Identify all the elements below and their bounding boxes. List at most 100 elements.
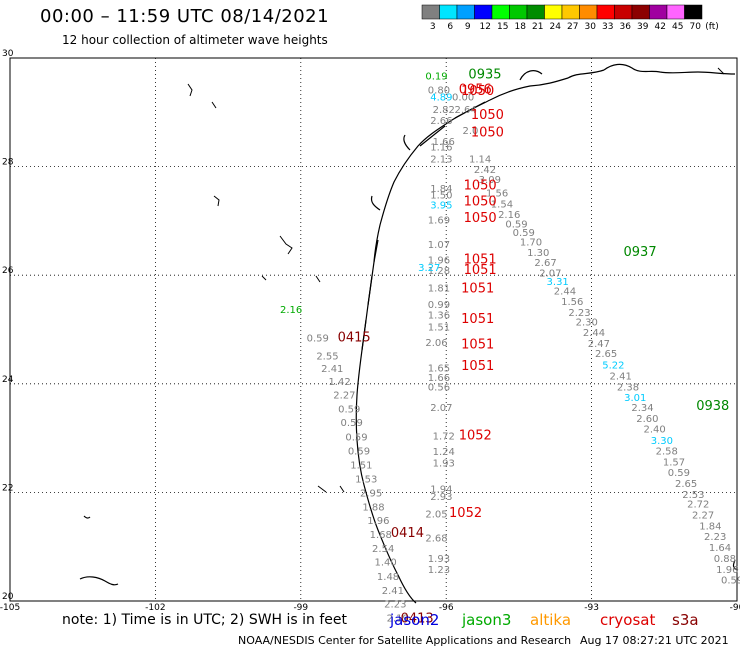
swh-value: 1.53	[355, 475, 377, 486]
satellite-jason3: jason3	[462, 611, 512, 629]
swh-value: 1.56	[486, 188, 508, 199]
swh-value: 2.0	[462, 126, 478, 137]
colorbar-tick-label: 36	[620, 22, 632, 32]
swh-value: 1.28	[428, 266, 450, 277]
swh-value: 3.09	[479, 175, 501, 186]
swh-value: 2.41	[382, 586, 404, 597]
swh-value: 2.07	[539, 268, 561, 279]
colorbar-tick-label: 3	[430, 22, 436, 32]
pass-time-label: 1052	[459, 429, 492, 444]
pass-time-label: 1050	[464, 211, 497, 226]
swh-value: 1.30	[527, 248, 549, 259]
swh-value: 0.88	[714, 554, 736, 565]
colorbar-tick-label: 27	[567, 22, 578, 32]
swh-value: 2.67	[534, 258, 556, 269]
swh-value: 1.65	[428, 363, 450, 374]
swh-value: 1.72	[433, 432, 455, 443]
swh-value: 2.30	[576, 318, 598, 329]
swh-value: 1.66	[428, 373, 450, 384]
pass-time-labels: 0935095610501050105010501050105010511051…	[338, 68, 730, 627]
swh-value: 2.06	[425, 338, 447, 349]
inland-lakes	[187, 67, 725, 493]
pass-time-label: 1051	[461, 282, 494, 297]
swh-value: 0.59	[307, 333, 329, 344]
swh-value: 2.95	[360, 489, 382, 500]
swh-value: 2.23	[384, 600, 406, 611]
colorbar-tick-label: 30	[585, 22, 597, 32]
swh-value: 0.59	[721, 576, 740, 587]
swh-value: 2.41	[321, 364, 343, 375]
lat-tick-label: 26	[2, 266, 14, 276]
swh-value: 3.31	[547, 277, 569, 288]
swh-value: 0.59	[668, 468, 690, 479]
lat-tick-label: 28	[2, 158, 14, 168]
pass-time-label: 0414	[391, 526, 424, 541]
swh-value: 1.24	[433, 447, 455, 458]
swh-value: 2.23	[704, 532, 726, 543]
swh-value: 1.96	[367, 516, 389, 527]
swh-value: 1.16	[430, 142, 452, 153]
lon-tick-label: -105	[0, 603, 20, 613]
map-frame	[9, 57, 738, 602]
swh-value: 1.56	[561, 297, 583, 308]
satellite-cryosat: cryosat	[600, 611, 656, 629]
swh-value: 3.27	[418, 263, 440, 274]
swh-value: 0.00	[452, 92, 474, 103]
swh-value: 2.65	[595, 349, 617, 360]
colorbar-tick-label: 15	[497, 22, 508, 32]
swh-value: 1.51	[428, 323, 450, 334]
lon-tick-label: -102	[145, 603, 165, 613]
axis-ticks: -105 -102 -99 -96 -93 -90 30 28 26 24 22 20	[0, 49, 740, 613]
swh-value: 1.84	[699, 521, 721, 532]
swh-value: 1.96	[716, 565, 738, 576]
swh-value: 1.70	[520, 237, 542, 248]
swh-observations: 0.190.804.892.822.661.661.162.131.841.50…	[280, 72, 740, 625]
generation-timestamp: Aug 17 08:27:21 UTC 2021	[580, 634, 729, 647]
footer-note: note: 1) Time is in UTC; 2) SWH is in fe…	[62, 612, 348, 628]
swh-value: 2.16	[498, 210, 520, 221]
colorbar-swatch	[684, 4, 703, 20]
swh-value: 2.44	[554, 287, 576, 298]
pass-time-label: 1051	[461, 312, 494, 327]
swh-value: 1.81	[428, 283, 450, 294]
pass-time-label: 1051	[461, 359, 494, 374]
swh-value: 1.94	[430, 484, 452, 495]
swh-value: 0.56	[428, 382, 450, 393]
swh-value: 1.64	[709, 543, 731, 554]
swh-value: 1.40	[374, 558, 396, 569]
swh-value: 2.44	[583, 328, 605, 339]
swh-value: 1.14	[469, 154, 491, 165]
swh-value: 2.23	[568, 308, 590, 319]
swh-value: 2.54	[372, 544, 394, 555]
pass-time-label: 1050	[464, 178, 497, 193]
colorbar-tick-label: 21	[532, 22, 543, 32]
swh-value: 0.59	[345, 432, 367, 443]
swh-value: 2.72	[687, 500, 709, 511]
lon-tick-label: -99	[293, 603, 308, 613]
pass-time-label: 0937	[624, 245, 657, 260]
lat-lon-grid	[9, 57, 738, 602]
swh-value: 0.59	[341, 418, 363, 429]
pass-time-label: 1051	[464, 252, 497, 267]
coastline	[79, 63, 739, 604]
swh-value: 2.34	[631, 403, 653, 414]
swh-value: 2.68	[425, 533, 447, 544]
swh-value: 3.30	[651, 436, 673, 447]
swh-value: 0.59	[338, 405, 360, 416]
swh-value: 1.84	[430, 184, 452, 195]
lat-tick-label: 30	[2, 49, 14, 59]
swh-value: 1.93	[428, 554, 450, 565]
swh-value: 0.19	[425, 72, 447, 83]
swh-value: 1.07	[428, 240, 450, 251]
pass-time-label: 1051	[464, 263, 497, 278]
pass-time-label: 0413	[401, 612, 434, 627]
swh-value: 0.59	[348, 446, 370, 457]
swh-value: 0.80	[428, 85, 450, 96]
colorbar-tick-label: 12	[480, 22, 491, 32]
colorbar-tick-label: 9	[465, 22, 471, 32]
pass-time-label: 0956	[459, 82, 492, 97]
swh-value: 1.96	[428, 255, 450, 266]
swh-value: 1.36	[428, 311, 450, 322]
swh-value: 1.23	[428, 565, 450, 576]
